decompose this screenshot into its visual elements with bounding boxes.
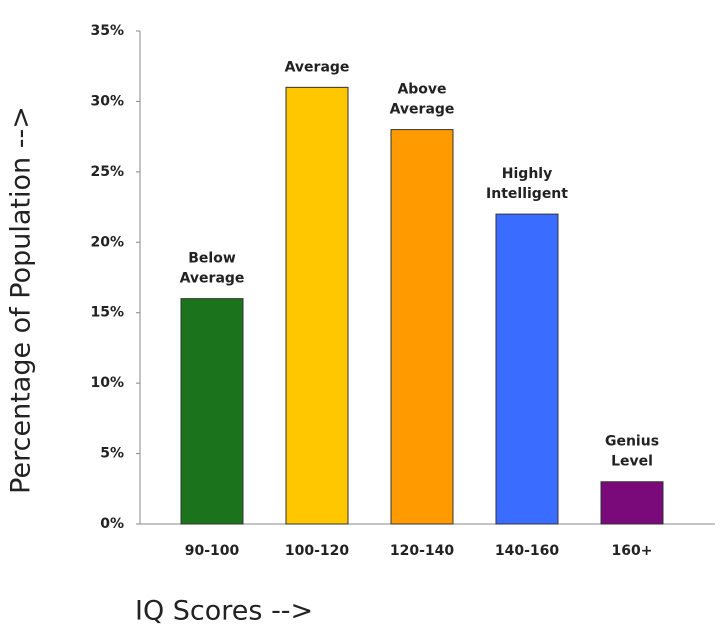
y-tick-label: 35% xyxy=(90,23,124,39)
y-tick-label: 0% xyxy=(100,516,124,532)
bar xyxy=(180,298,244,525)
x-tick-label: 160+ xyxy=(612,543,653,559)
bar xyxy=(600,481,664,525)
bar xyxy=(285,86,349,525)
bar-annotation: Level xyxy=(611,454,653,470)
bar-annotation: Genius xyxy=(605,434,659,450)
bar-annotation: Below xyxy=(188,251,236,267)
y-tick-label: 5% xyxy=(100,446,124,462)
x-tick-label: 120-140 xyxy=(390,543,455,559)
bar-annotation: Average xyxy=(285,59,350,75)
bar-annotation: Highly xyxy=(502,166,552,182)
x-tick-label: 140-160 xyxy=(495,543,560,559)
x-tick-label: 100-120 xyxy=(285,543,350,559)
bar-annotation: Average xyxy=(390,102,455,118)
y-axis-title: Percentage of Population --> xyxy=(6,106,37,494)
bar xyxy=(390,129,454,525)
bar-annotation: Intelligent xyxy=(486,186,568,202)
bar-annotation: Above xyxy=(397,82,446,98)
bar xyxy=(495,213,559,525)
x-tick-label: 90-100 xyxy=(185,543,240,559)
y-tick-label: 10% xyxy=(90,375,124,391)
bar-annotation: Average xyxy=(180,271,245,287)
x-axis-title: IQ Scores --> xyxy=(135,596,313,627)
y-tick-label: 20% xyxy=(90,234,124,250)
y-tick-label: 15% xyxy=(90,305,124,321)
y-tick-label: 30% xyxy=(90,93,124,109)
y-tick-label: 25% xyxy=(90,164,124,180)
